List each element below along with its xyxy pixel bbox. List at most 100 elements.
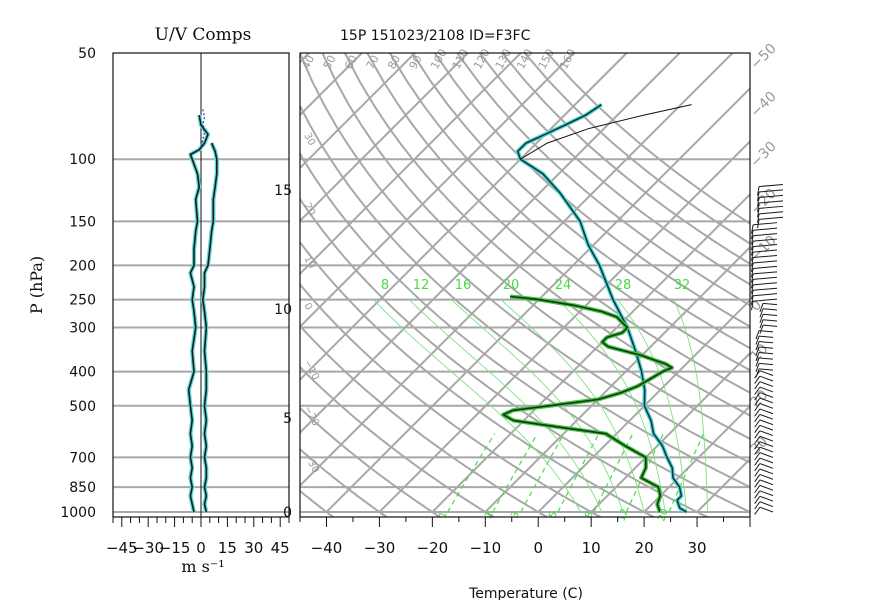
sounding-series <box>501 102 692 514</box>
mixing-ratio-bottom-label: 20 <box>656 507 671 523</box>
wind-barb-flag <box>754 381 761 390</box>
wind-barb-staff <box>759 216 784 220</box>
wind-barb-staff <box>763 302 778 306</box>
pressure-tick-label: 500 <box>69 399 96 415</box>
wind-barb-flag <box>755 341 760 351</box>
isotherm-line <box>300 53 575 329</box>
wind-barb-flag <box>751 301 754 311</box>
wind-barb-flag <box>759 319 764 329</box>
temperature-x-labels: −40 −30 −20 −10 0 10 20 30 <box>311 539 707 557</box>
isotherm-label: −40 <box>748 89 780 121</box>
pressure-tick-label: 50 <box>78 46 96 62</box>
uv-x-tick-label: 30 <box>244 539 263 557</box>
wind-barb-flag <box>757 202 760 212</box>
uv-components-panel: U/V Comps 100085070050040030025020015010… <box>27 25 290 576</box>
wind-barb-flag <box>754 490 761 499</box>
wind-barb-staff <box>759 430 774 437</box>
uv-panel-title: U/V Comps <box>155 25 252 45</box>
wind-barb-staff <box>759 457 774 464</box>
wind-barb-staff <box>759 403 774 409</box>
moist-adiabat-line <box>408 299 603 513</box>
temperature-line <box>516 103 687 513</box>
uv-panel-frame <box>112 52 290 518</box>
pressure-tick-label: 850 <box>69 480 96 496</box>
wind-barb-flag <box>755 368 760 378</box>
mixing-ratio-label: 12 <box>413 278 430 293</box>
wind-barb-flag <box>754 474 761 483</box>
dry-adiabat-line <box>300 448 389 517</box>
wind-barb-staff <box>753 276 778 280</box>
wind-barb-staff <box>753 271 778 275</box>
wind-barb-flag <box>751 251 754 262</box>
uv-x-tick-label: 0 <box>196 539 206 557</box>
pressure-tick-label: 400 <box>69 365 96 381</box>
uv-x-tick-label: −30 <box>132 539 164 557</box>
dry-adiabat-line <box>344 53 750 417</box>
wind-barb-staff <box>759 375 774 382</box>
dry-adiabat-line <box>456 53 750 307</box>
wind-barb-flag <box>751 235 754 245</box>
mixing-ratio-line <box>557 433 600 513</box>
wind-barb-staff <box>759 441 774 447</box>
isobar-lines <box>300 158 750 513</box>
temperature-x-ticks <box>299 517 751 527</box>
wind-barb-flag <box>754 419 761 428</box>
wind-barb-staff <box>759 357 774 360</box>
dry-adiabat-line <box>300 489 335 517</box>
dry-adiabat-label-left: 30 <box>301 131 317 147</box>
temperature-x-label: 10 <box>582 539 601 557</box>
wind-barb-staff <box>759 413 774 420</box>
dry-adiabat-label-left: 0 <box>301 301 314 312</box>
moist-adiabat-line <box>372 299 582 513</box>
isotherm-line <box>590 351 750 513</box>
dry-adiabat-label: 120 <box>471 47 492 72</box>
dry-adiabat-label: 140 <box>514 47 535 72</box>
moist-adiabat-line <box>557 299 666 513</box>
wind-barb-flag <box>754 435 761 444</box>
dry-adiabat-label: 50 <box>321 53 339 71</box>
pressure-tick-label: 100 <box>69 152 96 168</box>
wind-barb-flag <box>754 479 761 488</box>
dry-adiabat-line <box>300 151 750 514</box>
wind-barb-staff <box>759 386 774 393</box>
wind-barb-staff <box>759 435 774 442</box>
wind-barb-flag <box>759 308 764 318</box>
mixing-ratio-bottom-label: 12 <box>616 507 631 523</box>
wind-barb-flag <box>754 463 761 472</box>
wind-barb-staff <box>753 265 778 269</box>
height-axis-labels: 0 5 10 15 <box>274 183 292 521</box>
height-tick-label: 10 <box>274 302 292 318</box>
wind-barb-flag <box>751 230 754 240</box>
mixing-ratio-bottom-label: 1 <box>437 510 450 520</box>
dewpoint-line <box>502 295 673 513</box>
isotherm-line <box>378 139 750 513</box>
uv-series <box>186 108 219 513</box>
mixing-ratio-bottom-label: 5 <box>547 510 560 520</box>
mixing-ratio-line <box>520 433 565 513</box>
wind-barb-flag <box>751 241 754 251</box>
pressure-tick-label: 300 <box>69 321 96 337</box>
dry-adiabat-label: 70 <box>364 53 382 71</box>
wind-barb-flag <box>759 314 764 323</box>
wind-barb-flag <box>751 279 754 289</box>
wind-barb-flag <box>755 346 760 356</box>
dry-adiabat-line <box>300 197 710 517</box>
pressure-axis-labels: 1000 850 700 500 400 300 250 200 150 100 50 <box>60 46 96 521</box>
wind-barb-flag <box>751 257 754 267</box>
wind-barb-flag <box>754 414 761 423</box>
wind-barb-staff <box>753 227 778 231</box>
wind-barb-staff <box>753 249 778 253</box>
isotherm-lines <box>300 53 750 513</box>
mixing-ratio-label: 32 <box>674 278 691 293</box>
uv-x-tick-label: −15 <box>159 539 191 557</box>
isotherm-line <box>749 510 750 512</box>
wind-barb-staff <box>759 495 774 502</box>
dry-adiabat-line <box>300 282 603 517</box>
wind-barb-staff <box>753 298 778 302</box>
wind-barb-flag <box>754 452 761 461</box>
wind-barb-staff <box>753 293 778 297</box>
dry-adiabat-label: 100 <box>428 47 449 72</box>
skewt-panel-frame <box>299 52 751 518</box>
